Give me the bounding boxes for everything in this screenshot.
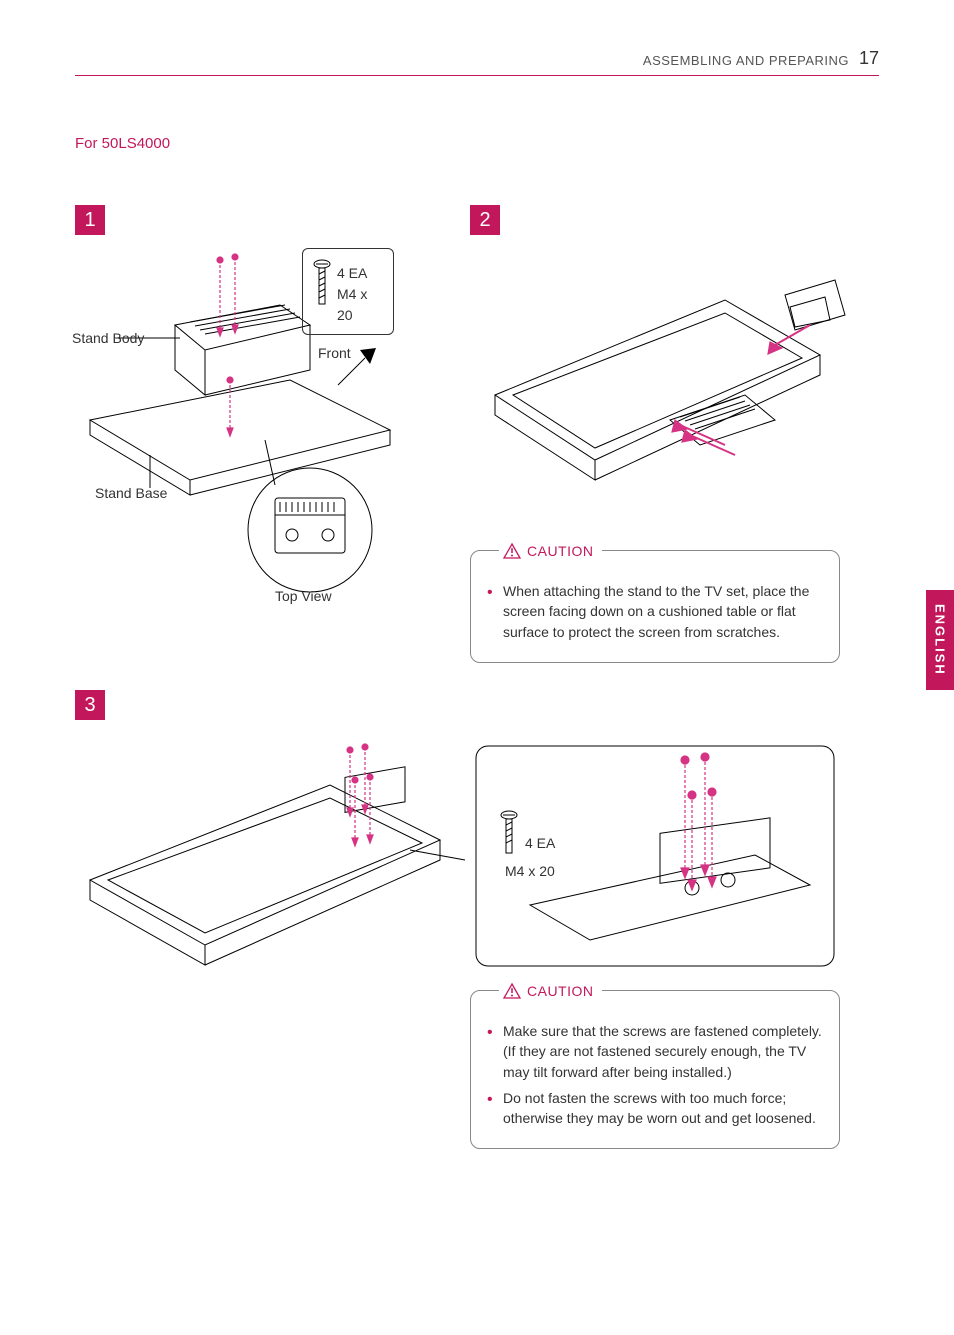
screw-qty-2: 4 EA <box>525 835 555 851</box>
warning-icon <box>503 983 521 999</box>
step-badge-3: 3 <box>75 690 105 720</box>
screw-spec: M4 x 20 <box>337 284 381 326</box>
caution-title: CAUTION <box>527 981 594 1001</box>
caution-box-1: CAUTION When attaching the stand to the … <box>470 550 840 663</box>
caution-item: When attaching the stand to the TV set, … <box>499 581 823 642</box>
diagram-step2 <box>475 245 855 525</box>
label-top-view: Top View <box>275 588 332 604</box>
diagram-step3-left <box>75 740 455 990</box>
caution-item: Do not fasten the screws with too much f… <box>499 1088 823 1129</box>
screw-qty: 4 EA <box>337 263 381 284</box>
model-label: For 50LS4000 <box>75 135 170 152</box>
language-tab: ENGLISH <box>926 590 954 690</box>
header-rule <box>75 75 879 76</box>
screw-spec-1: 4 EA M4 x 20 <box>302 248 394 335</box>
caution-title: CAUTION <box>527 541 594 561</box>
screw-spec-2: M4 x 20 <box>505 863 555 879</box>
warning-icon <box>503 543 521 559</box>
label-stand-base: Stand Base <box>95 485 167 501</box>
caution-box-2: CAUTION Make sure that the screws are fa… <box>470 990 840 1149</box>
label-front: Front <box>318 345 351 361</box>
step-badge-2: 2 <box>470 205 500 235</box>
diagram-step3-detail <box>470 740 840 980</box>
page-number: 17 <box>859 48 879 69</box>
header-section: ASSEMBLING AND PREPARING <box>643 53 849 68</box>
label-stand-body: Stand Body <box>72 330 144 346</box>
screw-icon <box>313 259 331 309</box>
caution-item: Make sure that the screws are fastened c… <box>499 1021 823 1082</box>
